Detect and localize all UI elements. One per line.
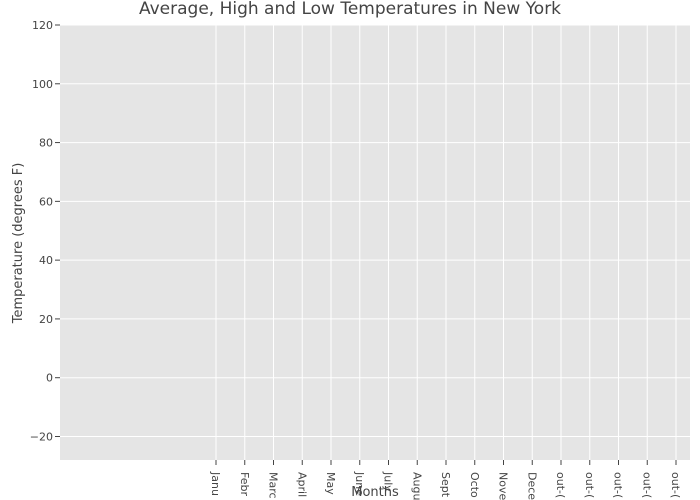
- x-tick-label: Dece: [525, 472, 538, 500]
- x-tick-label: Octo: [468, 472, 481, 498]
- y-tick-label: 40: [39, 254, 53, 267]
- x-tick-label: June: [353, 471, 366, 496]
- x-tick-label: April: [295, 472, 308, 497]
- x-tick-label: out-(: [640, 472, 653, 498]
- x-tick-label: out-(: [612, 472, 625, 498]
- y-tick-label: 60: [39, 195, 53, 208]
- y-axis-title: Temperature (degrees F): [11, 163, 26, 325]
- x-tick-label: out-(: [554, 472, 567, 498]
- y-tick-label: 20: [39, 313, 53, 326]
- x-tick-label: Febr: [238, 472, 251, 496]
- plot-area: [60, 25, 690, 460]
- x-tick-label: Augu: [410, 472, 423, 500]
- y-axis-ticks: −20 0 20 40 60 80 100 120: [30, 19, 60, 443]
- x-tick-label: Marc: [267, 472, 280, 499]
- x-axis-title: Months: [351, 485, 399, 500]
- y-tick-label: 80: [39, 137, 53, 150]
- x-tick-label: May: [324, 472, 337, 495]
- x-axis-ticks: Janu Febr Marc April May June July Augu Sept Octo…: [209, 460, 682, 500]
- y-tick-label: 100: [32, 78, 53, 91]
- x-tick-label: out-(: [669, 472, 682, 498]
- x-tick-label: Nove: [497, 472, 510, 500]
- x-tick-label: out-(: [583, 472, 596, 498]
- chart-title: Average, High and Low Temperatures in Ne…: [139, 0, 561, 19]
- x-tick-label: Sept: [439, 472, 452, 498]
- x-tick-label: Janu: [209, 471, 222, 496]
- y-tick-label: −20: [30, 430, 53, 443]
- y-tick-label: 0: [46, 372, 53, 385]
- x-tick-label: July: [382, 471, 395, 492]
- y-tick-label: 120: [32, 19, 53, 32]
- grid-layer: [60, 24, 690, 460]
